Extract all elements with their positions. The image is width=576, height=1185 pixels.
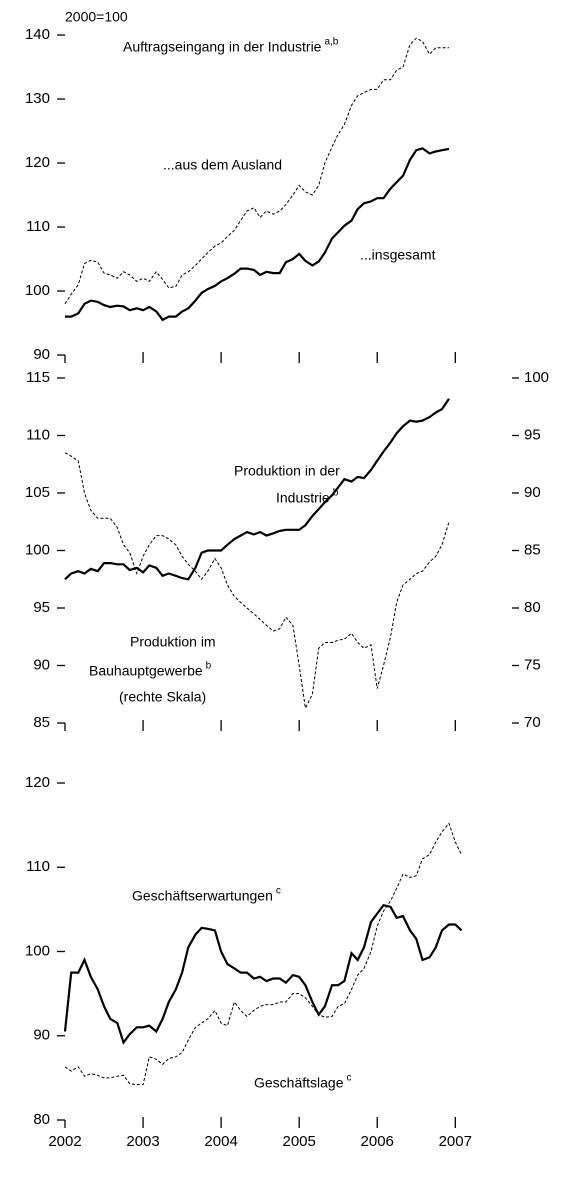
annotation: Bauhauptgewerbe [89,663,203,679]
y-tick-label: 120 [25,154,50,171]
y-tick-label: 100 [25,282,50,299]
y2-tick-label: 95 [524,426,541,443]
x-tick-label: 2005 [282,1133,315,1150]
y-tick-label: 105 [25,484,50,501]
annotation-superscript: b [333,488,339,499]
annotation: Produktion im [130,634,216,650]
annotation: 2000=100 [65,9,128,25]
solid-line [64,398,450,581]
x-tick-label: 2002 [48,1133,81,1150]
annotation: Geschäftslage [254,1075,344,1091]
x-tick-label: 2006 [361,1133,394,1150]
solid-line [63,903,463,1045]
annotation-superscript: c [276,886,281,897]
y-tick-label: 80 [33,1111,50,1128]
annotation: Geschäftserwartungen [132,888,273,904]
y-tick-label: 90 [33,1027,50,1044]
y-tick-label: 90 [33,346,50,363]
y2-tick-label: 70 [524,714,541,731]
annotation-superscript: a,b [324,37,338,48]
y2-tick-label: 80 [524,599,541,616]
annotation: Auftragseingang in der Industrie [123,39,322,55]
y-tick-label: 140 [25,26,50,43]
y-tick-label: 95 [33,599,50,616]
y2-tick-label: 85 [524,541,541,558]
y2-tick-label: 100 [524,369,549,386]
y-tick-label: 85 [33,714,50,731]
annotation: ...insgesamt [360,247,436,263]
y2-tick-label: 75 [524,656,541,673]
y-tick-label: 100 [25,942,50,959]
x-tick-label: 2003 [126,1133,159,1150]
annotation: (rechte Skala) [119,689,206,705]
y2-tick-label: 90 [524,484,541,501]
x-tick-label: 2007 [439,1133,472,1150]
annotation-superscript: c [347,1073,352,1084]
annotation: Produktion in der [234,463,340,479]
y-tick-label: 90 [33,656,50,673]
y-tick-label: 110 [26,858,50,875]
y-tick-label: 130 [25,90,50,107]
y-tick-label: 110 [26,426,50,443]
solid-line [65,147,450,322]
y-tick-label: 120 [25,774,50,791]
y-tick-label: 115 [26,369,50,386]
annotation: Industrie [276,490,330,506]
annotation-superscript: b [206,661,212,672]
dashed-line [64,37,449,305]
x-tick-label: 2004 [204,1133,237,1150]
dashed-line [64,822,462,1086]
y-tick-label: 100 [25,541,50,558]
annotation: ...aus dem Ausland [163,157,282,173]
y-tick-label: 110 [26,218,50,235]
